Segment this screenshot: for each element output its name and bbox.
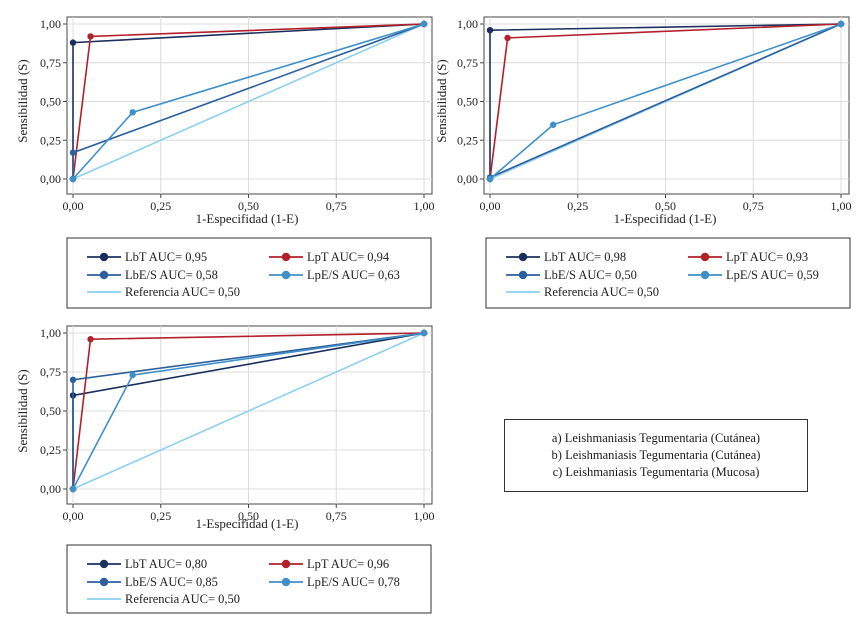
x-tick-label: 0,50: [238, 509, 259, 523]
x-tick-label: 0,50: [238, 199, 259, 213]
legend-swatch-marker: [281, 252, 291, 262]
legend: LbT AUC= 0,98 LpT AUC= 0,93 LbE/S AUC= 0,5…: [485, 237, 851, 309]
legend-swatch-marker: [99, 559, 109, 569]
data-point: [420, 20, 428, 28]
y-axis-label: Sensibilidad (S): [15, 59, 30, 142]
x-tick-label: 1,00: [831, 199, 852, 213]
chart-3: 0,00 0,25 0,50 0,75 1,00 0,00 0,25 0,50 0,75 1,00…: [15, 325, 435, 614]
legend-swatch-marker: [518, 270, 528, 280]
data-point: [420, 329, 428, 337]
legend-label: LpT AUC= 0,93: [726, 250, 808, 264]
legend-label: LpE/S AUC= 0,78: [307, 575, 400, 589]
x-tick-label: 0,00: [63, 199, 84, 213]
x-tick-label: 0,75: [326, 509, 347, 523]
x-tick-label: 1,00: [414, 199, 435, 213]
legend-label: LbE/S AUC= 0,50: [544, 268, 637, 282]
x-tick-label: 0,75: [743, 199, 764, 213]
legend-label: LbE/S AUC= 0,85: [125, 575, 218, 589]
panel-captions: a) Leishmaniasis Tegumentaria (Cutánea) …: [504, 419, 808, 492]
x-tick-label: 0,75: [326, 199, 347, 213]
data-point: [129, 371, 136, 379]
series-line: [72, 23, 425, 180]
y-tick-label: 1,00: [40, 326, 61, 340]
x-tick-label: 1,00: [414, 509, 435, 523]
data-point: [486, 27, 494, 34]
caption-c: c) Leishmaniasis Tegumentaria (Mucosa): [552, 465, 760, 479]
legend-label: LpE/S AUC= 0,63: [307, 268, 400, 282]
legend-label: LpT AUC= 0,96: [307, 557, 389, 571]
chart-2: 0,00 0,25 0,50 0,75 1,00 0,00 0,25 0,50 0,75 1,00…: [434, 16, 852, 309]
y-tick-label: 0,50: [457, 95, 478, 109]
x-tick-label: 0,00: [480, 199, 501, 213]
y-tick-label: 0,50: [40, 95, 61, 109]
x-tick-label: 0,50: [655, 199, 676, 213]
x-tick-label: 0,25: [567, 199, 588, 213]
x-axis-label: 1-Especifidad (1-E): [196, 516, 299, 531]
legend-label: Referencia AUC= 0,50: [125, 285, 240, 299]
caption-b: b) Leishmaniasis Tegumentaria (Cutánea): [551, 448, 761, 462]
data-point: [504, 34, 511, 42]
x-tick-label: 0,25: [150, 509, 171, 523]
y-tick-label: 0,00: [457, 172, 478, 186]
y-tick-label: 0,25: [40, 443, 61, 457]
legend-box: [66, 237, 432, 309]
legend-swatch-marker: [700, 252, 710, 262]
legend-swatch-marker: [281, 577, 291, 587]
legend: LbT AUC= 0,80 LpT AUC= 0,96 LbE/S AUC= 0,8…: [66, 544, 432, 614]
plot-frame: [66, 325, 433, 505]
y-tick-label: 0,00: [40, 172, 61, 186]
legend-label: LbT AUC= 0,80: [125, 557, 207, 571]
data-point: [69, 485, 77, 493]
data-point: [87, 33, 94, 40]
series-line: [72, 332, 425, 490]
y-tick-label: 1,00: [40, 17, 61, 31]
x-axis-label: 1-Especifidad (1-E): [196, 211, 299, 226]
caption-a: a) Leishmaniasis Tegumentaria (Cutánea): [551, 431, 761, 445]
legend-swatch-marker: [99, 577, 109, 587]
legend-label: LpE/S AUC= 0,59: [726, 268, 819, 282]
legend-swatch-marker: [518, 252, 528, 262]
legend-swatch-marker: [281, 270, 291, 280]
y-axis-label: Sensibilidad (S): [434, 59, 449, 142]
y-tick-label: 0,25: [40, 133, 61, 147]
legend-swatch-marker: [99, 252, 109, 262]
data-point: [69, 149, 77, 156]
data-point: [549, 121, 557, 128]
legend-swatch-marker: [700, 270, 710, 280]
y-tick-label: 0,00: [40, 482, 61, 496]
y-tick-label: 0,50: [40, 404, 61, 418]
legend-box: [485, 237, 851, 309]
legend-label: LbE/S AUC= 0,58: [125, 268, 218, 282]
data-point: [69, 39, 77, 46]
legend-label: LpT AUC= 0,94: [307, 250, 390, 264]
y-tick-label: 0,75: [457, 56, 478, 70]
legend-box: [66, 544, 432, 614]
y-tick-label: 0,25: [457, 133, 478, 147]
data-point: [486, 175, 494, 183]
plot-frame: [66, 16, 433, 195]
y-tick-label: 1,00: [457, 17, 478, 31]
plot-frame: [483, 16, 850, 195]
legend-label: LbT AUC= 0,98: [544, 250, 626, 264]
legend-swatch-marker: [99, 270, 109, 280]
y-tick-label: 0,75: [40, 56, 61, 70]
data-point: [87, 336, 94, 343]
data-point: [837, 20, 845, 28]
data-point: [69, 175, 77, 183]
data-point: [69, 376, 77, 383]
legend: LbT AUC= 0,95 LpT AUC= 0,94 LbE/S AUC= 0,5…: [66, 237, 432, 309]
y-tick-label: 0,75: [40, 365, 61, 379]
x-axis-label: 1-Especifidad (1-E): [614, 211, 717, 226]
x-tick-label: 0,00: [63, 509, 84, 523]
legend-label: LbT AUC= 0,95: [125, 250, 207, 264]
chart-1: 0,00 0,25 0,50 0,75 1,00 0,00 0,25 0,50 0,75 1,00…: [15, 16, 435, 309]
legend-label: Referencia AUC= 0,50: [544, 285, 659, 299]
legend-swatch-marker: [281, 559, 291, 569]
data-point: [129, 109, 136, 116]
x-tick-label: 0,25: [150, 199, 171, 213]
y-axis-label: Sensibilidad (S): [15, 369, 30, 452]
legend-label: Referencia AUC= 0,50: [125, 592, 240, 606]
